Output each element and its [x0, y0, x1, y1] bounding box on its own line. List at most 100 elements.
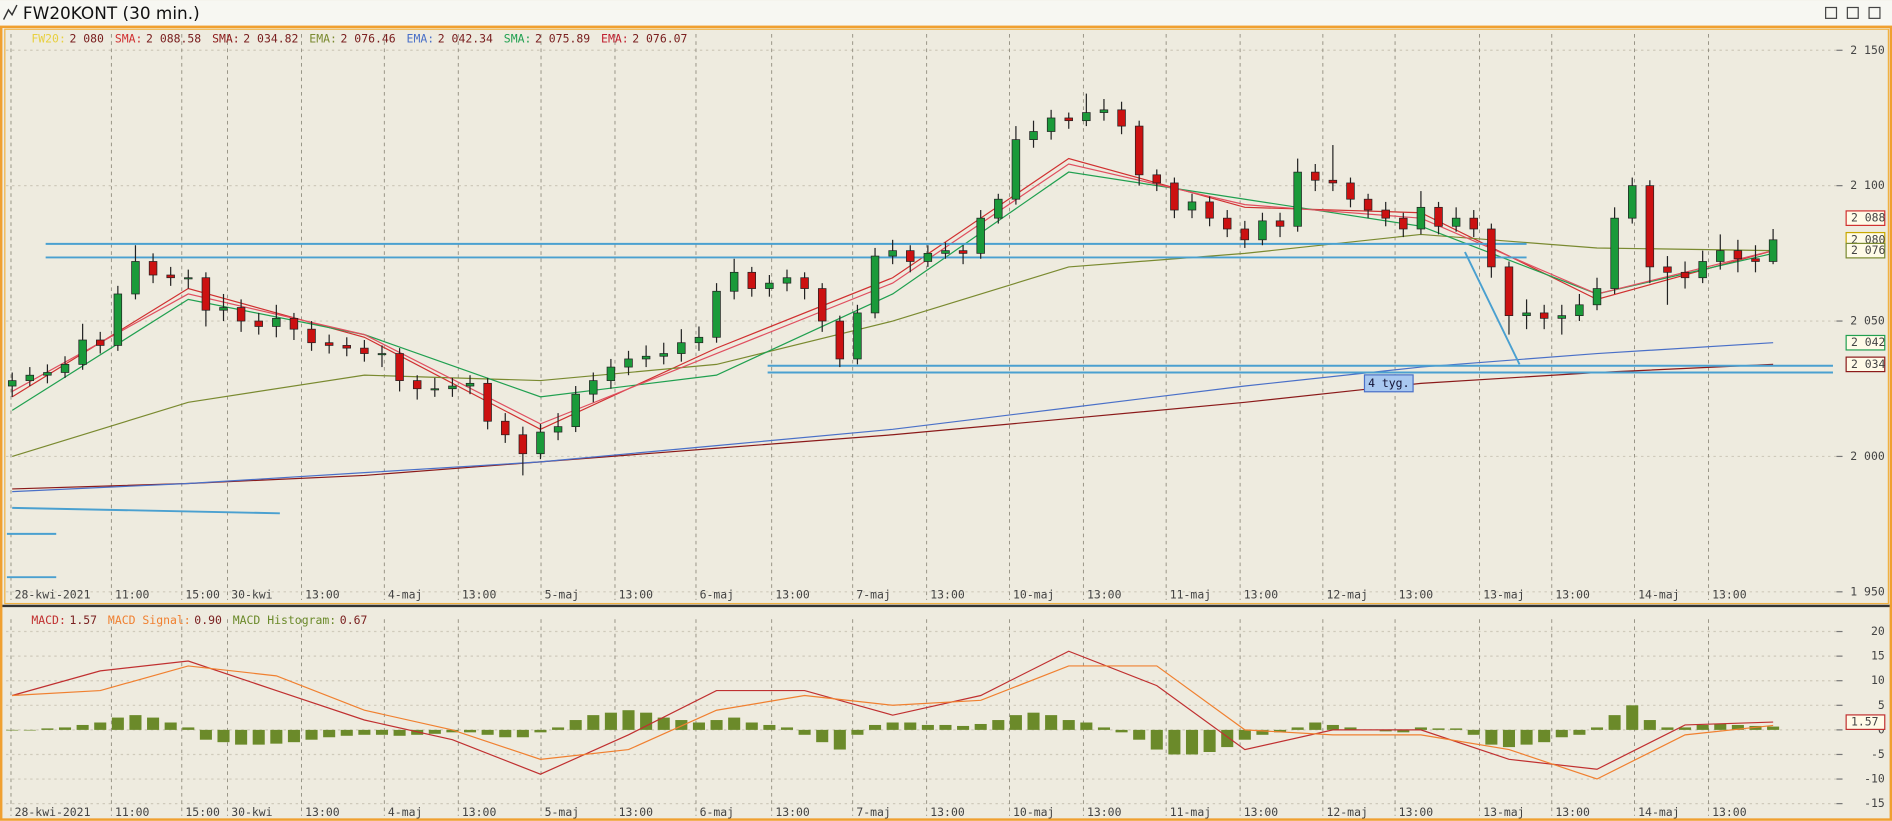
candle-body [1346, 182, 1355, 200]
histogram-bar [1679, 727, 1692, 730]
price-tag-label: 2 076 [1851, 243, 1886, 257]
x-tick-label: 15:00 [185, 588, 220, 602]
histogram-bar [1590, 727, 1604, 730]
histogram-bar [1696, 724, 1709, 730]
histogram-bar [675, 720, 688, 730]
price-tag-label: 1.57 [1851, 715, 1879, 729]
y-tick-label: 2 050 [1850, 314, 1885, 328]
candle-body [1557, 315, 1567, 319]
histogram-bar [851, 729, 864, 735]
y-tick-label: 5 [1878, 698, 1885, 712]
candle-body [1205, 201, 1214, 219]
x-tick-label: 13:00 [462, 588, 497, 602]
histogram-bar [305, 729, 318, 740]
candle-body [1275, 220, 1285, 227]
chart-icon [2, 4, 18, 20]
window-border [0, 25, 1892, 821]
candle-body [518, 434, 528, 455]
histogram-bar [1221, 729, 1234, 748]
price-tag [1845, 210, 1886, 226]
x-tick-label: 13:00 [305, 588, 340, 602]
y-tick-label: -5 [1871, 747, 1885, 761]
histogram-bar [111, 717, 124, 730]
histogram-bar [552, 727, 565, 730]
candle-body [113, 293, 123, 346]
candle-body [994, 198, 1003, 219]
x-tick-label: 4-maj [388, 805, 422, 819]
restore-button[interactable] [1846, 6, 1859, 19]
window-title: FW20KONT (30 min.) [23, 3, 200, 23]
candle-body [624, 358, 633, 368]
candle-body [1610, 217, 1619, 289]
histogram-bar [76, 724, 89, 730]
histogram-bar [604, 712, 617, 730]
indicator-line [12, 363, 1774, 490]
histogram-bar [499, 729, 512, 738]
price-tag-label: 2 042 [1851, 335, 1885, 349]
histogram-bar [1045, 715, 1058, 730]
histogram-bar [798, 729, 811, 735]
histogram-bar [270, 729, 283, 744]
x-tick-label: 5-maj [545, 805, 579, 819]
histogram-bar [463, 729, 477, 733]
histogram-bar [1115, 729, 1128, 733]
annotation: 4 tyg. [1368, 376, 1409, 390]
candle-body [395, 353, 404, 381]
candle-body [1117, 109, 1126, 127]
candle-body [201, 277, 211, 311]
minimize-button[interactable] [1825, 6, 1838, 19]
candle-body [1628, 185, 1637, 219]
x-tick-label: 28-kwi-2021 [15, 588, 91, 602]
histogram-bar [692, 722, 705, 730]
price-tag-label: 2 088 [1851, 211, 1886, 225]
candle-body [377, 353, 387, 356]
candle-body [483, 382, 492, 422]
x-tick-label: 4-maj [388, 588, 422, 602]
legend-name: MACD Signal: [108, 613, 191, 627]
legend-name: MACD Histogram: [233, 613, 336, 627]
legend-name: EMA: [601, 31, 629, 45]
candle-body [1751, 258, 1760, 262]
histogram-bar [1274, 729, 1287, 733]
candle-body [571, 393, 580, 428]
x-tick-label: 11:00 [115, 805, 150, 819]
candle-body [465, 382, 475, 387]
histogram-bar [1608, 715, 1621, 730]
x-tick-label: 11-maj [1170, 805, 1211, 819]
candle-body [606, 366, 616, 381]
x-tick-label: 13:00 [1244, 805, 1279, 819]
histogram-bar [1027, 712, 1040, 730]
candle-body [1487, 228, 1496, 268]
histogram-bar [1731, 724, 1744, 730]
histogram-bar [164, 722, 177, 730]
candle-body [712, 290, 721, 338]
legend-name: FW20: [31, 31, 65, 45]
x-tick-label: 11:00 [115, 588, 150, 602]
close-button[interactable] [1868, 6, 1881, 19]
candle-body [219, 307, 228, 311]
legend-value: 1.57 [69, 613, 97, 627]
legend-value: 2 075.89 [535, 31, 590, 45]
histogram-bar [657, 717, 670, 730]
candle-body [254, 320, 263, 327]
x-tick-label: 13:00 [1555, 588, 1590, 602]
histogram-bar [1203, 729, 1216, 753]
indicator-line [12, 342, 1774, 493]
window-controls[interactable] [1825, 6, 1881, 19]
candle-body [131, 261, 140, 295]
candle-body [694, 336, 704, 344]
legend-value: 0.90 [194, 613, 222, 627]
histogram-bar [41, 728, 54, 730]
histogram-bar [58, 727, 72, 730]
histogram-bar [763, 724, 776, 730]
candle-body [1592, 288, 1602, 306]
candle-body [1240, 228, 1250, 241]
candle-body [817, 288, 827, 322]
drawn-line [12, 506, 280, 515]
candle-body [324, 342, 334, 346]
histogram-bar [1502, 729, 1515, 748]
candle-body [307, 328, 316, 344]
candle-body [1399, 217, 1408, 230]
histogram-bar [1573, 729, 1586, 735]
histogram-bar [481, 729, 494, 735]
